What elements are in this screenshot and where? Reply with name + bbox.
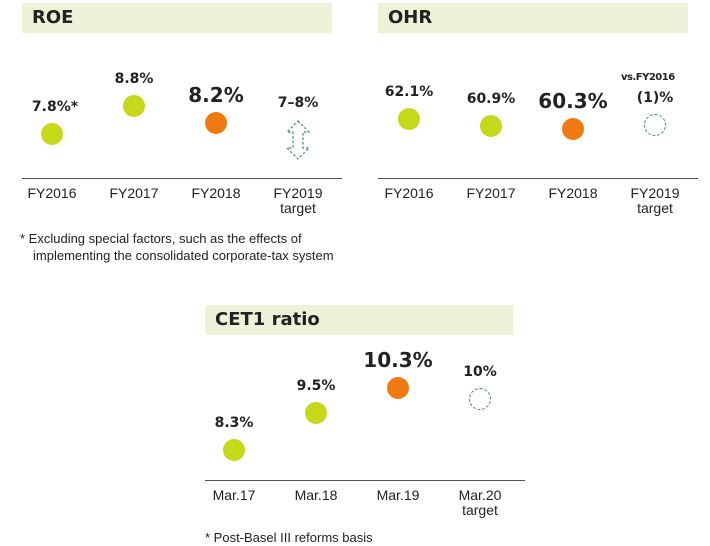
data-label: 8.8%	[114, 71, 154, 87]
x-tick-label-line: target	[462, 502, 498, 518]
x-tick-label-line: FY2019	[630, 185, 680, 201]
data-point	[41, 123, 63, 145]
ohr-panel: OHR FY2016 FY2017 FY2018 FY2019 target 62.1%…	[0, 0, 710, 270]
data-label: 9.5%	[296, 377, 336, 394]
x-tick-label: Mar.19	[353, 488, 443, 503]
data-point	[205, 111, 227, 134]
data-point	[223, 439, 245, 461]
roe-panel: ROE FY2016 FY2017 FY2018 FY2019 target 7.8%*…	[0, 0, 360, 270]
x-tick-label-line: Mar.20	[458, 487, 502, 503]
x-tick-label: FY2018	[171, 186, 261, 201]
x-tick-label-line: FY2016	[384, 185, 434, 201]
data-point	[398, 108, 420, 130]
data-label: (1)%	[636, 90, 674, 106]
roe-footnote-line1: * Excluding special factors, such as the…	[20, 231, 302, 246]
data-label: 62.1%	[384, 84, 434, 100]
x-tick-label-line: Mar.19	[376, 487, 420, 503]
roe-x-axis	[22, 178, 342, 179]
data-point	[387, 377, 409, 399]
roe-footnote-line2: implementing the consolidated corporate-…	[33, 248, 334, 263]
x-tick-label-line: FY2017	[109, 185, 159, 201]
x-tick-label: Mar.20 target	[435, 488, 525, 518]
roe-title: ROE	[22, 3, 332, 33]
x-tick-label: FY2018	[528, 186, 618, 201]
ohr-title: OHR	[378, 3, 688, 33]
x-tick-label-line: FY2018	[191, 185, 241, 201]
ohr-target-note: vs.FY2016	[621, 72, 675, 83]
x-tick-label-line: Mar.17	[212, 487, 256, 503]
x-tick-label-line: FY2017	[466, 185, 516, 201]
x-tick-label: FY2019 target	[610, 186, 700, 216]
x-tick-label-line: FY2018	[548, 185, 598, 201]
data-label: 8.3%	[214, 415, 254, 431]
data-label: 10%	[463, 364, 497, 380]
data-label: 60.3%	[538, 89, 608, 114]
data-label: 7.8%*	[31, 99, 79, 115]
x-tick-label: FY2019 target	[253, 186, 343, 216]
x-tick-label: Mar.17	[189, 488, 279, 503]
cet1-title: CET1 ratio	[205, 305, 513, 335]
x-tick-label-line: FY2016	[27, 185, 77, 201]
x-tick-label-line: target	[280, 200, 316, 216]
target-point	[644, 114, 666, 136]
x-tick-label: FY2017	[89, 186, 179, 201]
x-tick-label-line: FY2019	[273, 185, 323, 201]
ohr-x-axis	[378, 178, 698, 179]
data-point	[305, 401, 327, 424]
data-label: 60.9%	[466, 90, 516, 107]
data-point	[123, 95, 145, 117]
data-label: 8.2%	[188, 82, 244, 107]
x-tick-label: FY2016	[364, 186, 454, 201]
data-point	[562, 118, 584, 141]
cet1-x-axis	[205, 480, 525, 481]
data-label: 7–8%	[277, 95, 319, 111]
data-point	[480, 114, 502, 137]
target-range-arrow	[285, 120, 311, 160]
x-tick-label: FY2017	[446, 186, 536, 201]
data-label: 10.3%	[363, 348, 433, 372]
x-tick-label: FY2016	[7, 186, 97, 201]
target-point	[469, 388, 491, 410]
x-tick-label: Mar.18	[271, 488, 361, 503]
cet1-footnote: * Post-Basel III reforms basis	[205, 530, 373, 545]
x-tick-label-line: target	[637, 200, 673, 216]
x-tick-label-line: Mar.18	[294, 487, 338, 503]
